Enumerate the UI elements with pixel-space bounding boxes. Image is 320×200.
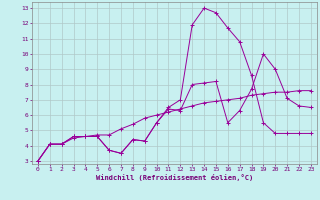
X-axis label: Windchill (Refroidissement éolien,°C): Windchill (Refroidissement éolien,°C) — [96, 174, 253, 181]
